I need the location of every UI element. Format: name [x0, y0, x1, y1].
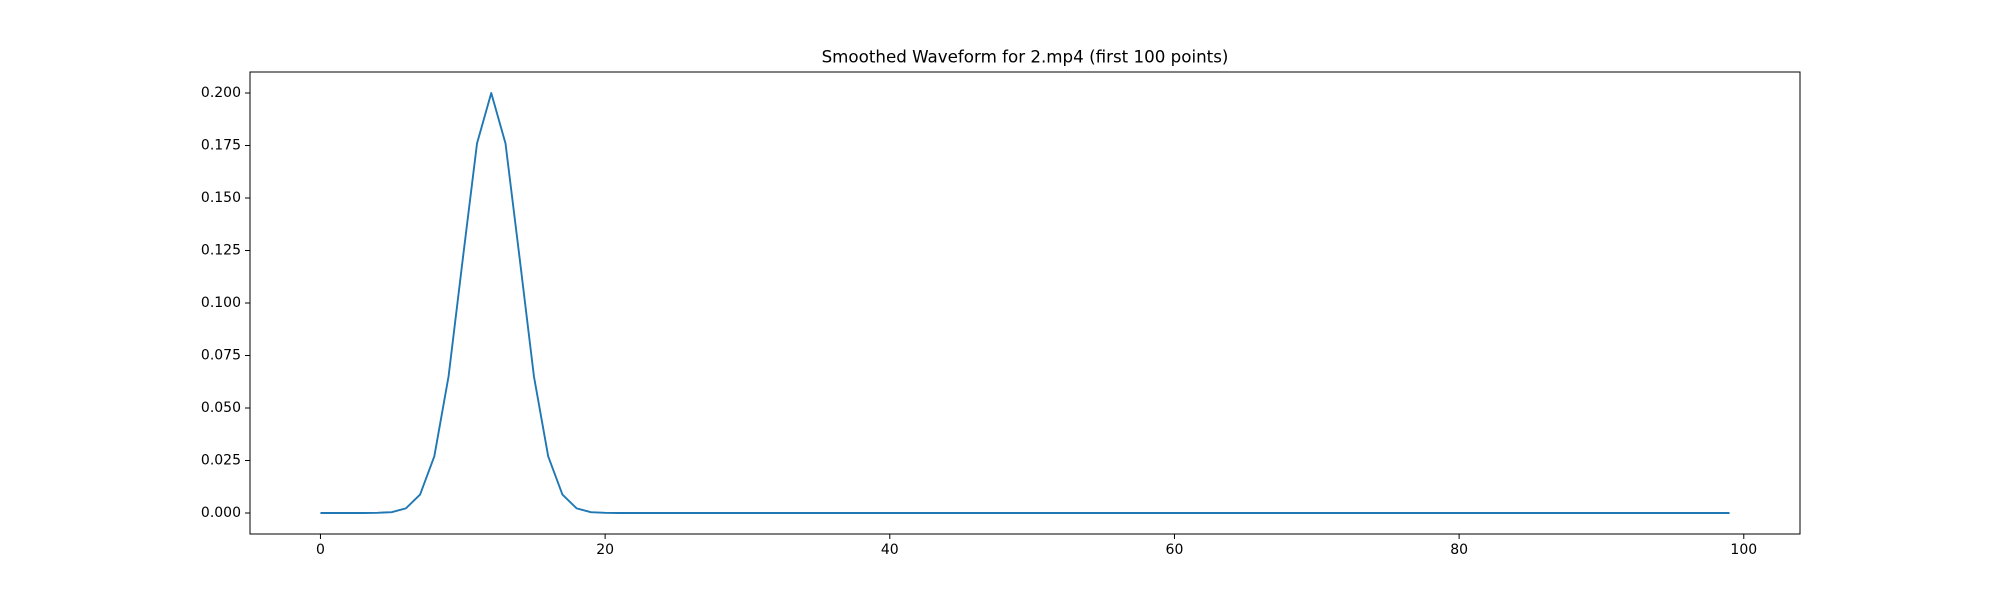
- chart-title: Smoothed Waveform for 2.mp4 (first 100 p…: [822, 47, 1229, 67]
- x-tick-label: 100: [1730, 542, 1757, 558]
- x-tick-label: 0: [316, 542, 325, 558]
- x-tick-label: 60: [1166, 542, 1184, 558]
- axes-frame: [249, 71, 1801, 535]
- y-tick-label: 0.150: [201, 190, 241, 206]
- data-line: [320, 92, 1730, 514]
- y-tick-label: 0.075: [201, 348, 241, 364]
- x-tick-label: 80: [1450, 542, 1468, 558]
- y-tick-label: 0.175: [201, 138, 241, 154]
- y-tick-label: 0.125: [201, 243, 241, 259]
- y-tick-label: 0.050: [201, 400, 241, 416]
- y-tick-label: 0.000: [201, 505, 241, 521]
- y-tick-label: 0.025: [201, 453, 241, 469]
- y-tick-label: 0.200: [201, 85, 241, 101]
- x-tick-label: 20: [596, 542, 614, 558]
- x-tick-label: 40: [881, 542, 899, 558]
- y-tick-label: 0.100: [201, 295, 241, 311]
